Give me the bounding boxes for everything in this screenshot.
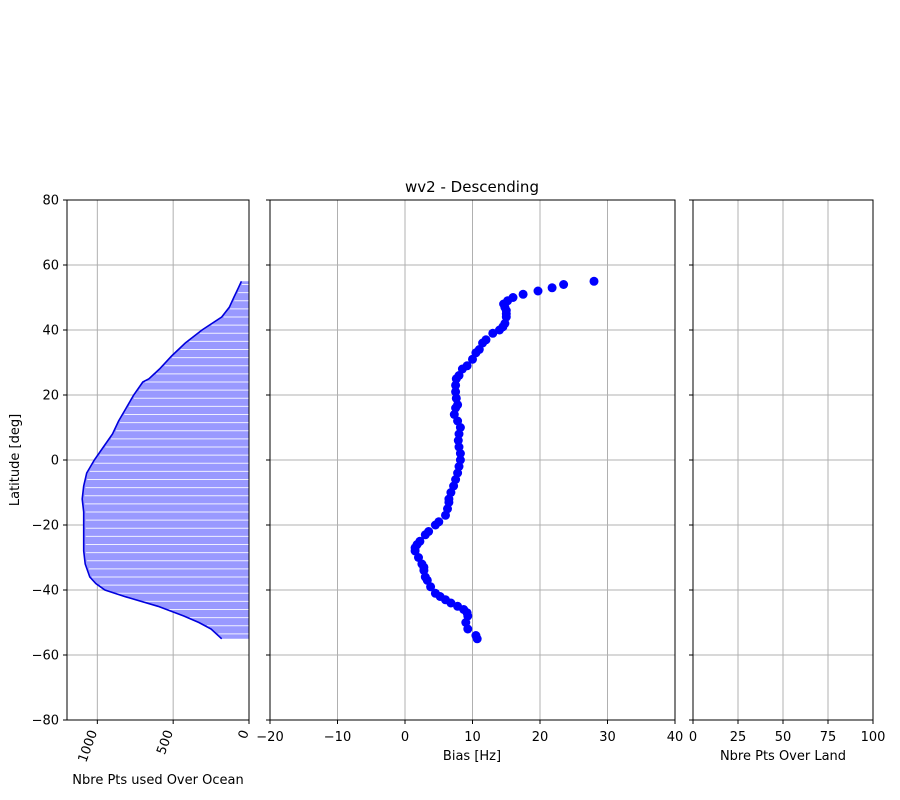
bias-point bbox=[468, 354, 477, 364]
bias-point bbox=[426, 582, 436, 592]
bias-point bbox=[420, 530, 430, 540]
bias-xtick-label: 30 bbox=[599, 730, 616, 745]
land-count-xtick-label: 100 bbox=[861, 730, 886, 745]
latitude-ylabel: Latitude [deg] bbox=[8, 414, 23, 506]
latitude-tick-label: 60 bbox=[42, 259, 59, 274]
bias-point bbox=[472, 634, 482, 644]
land-count-xlabel: Nbre Pts Over Land bbox=[720, 749, 846, 764]
bias-point bbox=[446, 598, 456, 608]
bias-point bbox=[589, 276, 599, 286]
land-count-y-ticks bbox=[689, 199, 693, 721]
latitude-tick-label: −80 bbox=[32, 714, 59, 729]
bias-y-ticks bbox=[266, 199, 270, 721]
latitude-tick-label: 80 bbox=[42, 194, 59, 209]
bias-point bbox=[533, 286, 543, 296]
latitude-tick-label: −40 bbox=[32, 584, 59, 599]
ocean-count-hatch-lines bbox=[84, 284, 249, 635]
ocean-count-xlabel: Nbre Pts used Over Ocean bbox=[72, 773, 243, 788]
bias-point bbox=[488, 328, 498, 338]
land-count-x-ticks: 0 25 50 75 100 bbox=[689, 720, 886, 745]
bias-x-ticks: −20 −10 0 10 20 30 40 bbox=[256, 720, 683, 745]
bias-point bbox=[454, 429, 464, 439]
chart-title: wv2 - Descending bbox=[405, 178, 539, 196]
bias-point bbox=[453, 436, 463, 445]
land-count-xtick-label: 0 bbox=[689, 730, 697, 745]
bias-xlabel: Bias [Hz] bbox=[443, 749, 501, 764]
latitude-ticks: 80 60 40 20 0 −20 −40 −60 −80 bbox=[32, 194, 67, 729]
bias-xtick-label: 10 bbox=[464, 730, 481, 745]
latitude-tick-label: −20 bbox=[32, 519, 59, 534]
latitude-tick-label: 20 bbox=[42, 389, 59, 404]
latitude-tick-label: 40 bbox=[42, 324, 59, 339]
bias-xtick-label: 40 bbox=[667, 730, 684, 745]
bias-point bbox=[559, 280, 569, 289]
bias-point bbox=[451, 387, 461, 397]
latitude-tick-label: −60 bbox=[32, 649, 59, 664]
bias-point bbox=[441, 510, 450, 520]
bias-point bbox=[463, 624, 473, 634]
bias-points bbox=[410, 276, 599, 644]
land-count-xtick-label: 75 bbox=[820, 730, 837, 745]
bias-xtick-label: −10 bbox=[324, 730, 351, 745]
bias-xtick-label: −20 bbox=[256, 730, 283, 745]
bias-xtick-label: 0 bbox=[401, 730, 409, 745]
bias-point bbox=[451, 374, 461, 384]
land-count-xtick-label: 25 bbox=[730, 730, 747, 745]
land-count-panel: 0 25 50 75 100 Nbre Pts Over Land bbox=[689, 199, 886, 764]
bias-point bbox=[451, 380, 461, 390]
bias-xtick-label: 20 bbox=[532, 730, 549, 745]
bias-point bbox=[430, 520, 440, 530]
land-count-xtick-label: 50 bbox=[775, 730, 792, 745]
ocean-count-area bbox=[82, 281, 249, 639]
bias-point bbox=[495, 325, 504, 335]
ocean-count-line bbox=[81, 280, 243, 640]
bias-point bbox=[547, 283, 557, 293]
latitude-tick-label: 0 bbox=[51, 454, 59, 469]
bias-point bbox=[518, 289, 528, 299]
bias-panel: −20 −10 0 10 20 30 40 wv2 - Descending Bias [H… bbox=[256, 178, 683, 764]
bias-point bbox=[455, 449, 465, 458]
